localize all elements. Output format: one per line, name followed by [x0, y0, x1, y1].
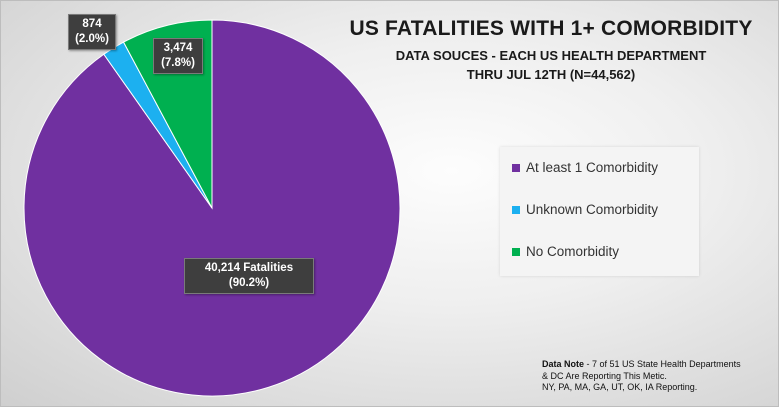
legend-swatch — [512, 205, 520, 214]
data-label-value: 40,214 Fatalities — [204, 262, 294, 274]
data-label-value: 3,474 — [163, 42, 193, 54]
chart-subtitle-line1: DATA SOUCES - EACH US HEALTH DEPARTMENT — [395, 48, 707, 63]
legend-item-no-comorbidity: No Comorbidity — [512, 244, 619, 259]
data-label-at-least-1-comorbidity: 40,214 Fatalities (90.2%) — [184, 258, 314, 294]
data-label-percent: (2.0%) — [75, 33, 109, 45]
data-note-label: Data Note — [542, 359, 585, 369]
legend-label: Unknown Comorbidity — [526, 202, 659, 217]
data-label-unknown-comorbidity: 874 (2.0%) — [68, 14, 116, 50]
legend-item-unknown-comorbidity: Unknown Comorbidity — [512, 202, 658, 217]
data-note: Data Note - 7 of 51 US State Health Depa… — [542, 359, 777, 394]
legend-item-at-least-1-comorbidity: At least 1 Comorbidity — [512, 160, 658, 175]
legend-swatch — [512, 247, 520, 256]
data-note-line1: - 7 of 51 US State Health Departments — [584, 359, 741, 369]
chart-legend: At least 1 Comorbidity Unknown Comorbidi… — [500, 147, 699, 276]
legend-label: No Comorbidity — [526, 244, 620, 259]
data-label-value: 874 — [82, 18, 102, 30]
data-label-no-comorbidity: 3,474 (7.8%) — [153, 38, 203, 74]
data-label-percent: (90.2%) — [228, 277, 270, 289]
data-note-line3: NY, PA, MA, GA, UT, OK, IA Reporting. — [542, 382, 698, 392]
data-note-line2: & DC Are Reporting This Metic. — [542, 370, 667, 381]
legend-label: At least 1 Comorbidity — [526, 160, 659, 175]
data-label-percent: (7.8%) — [161, 57, 195, 69]
legend-swatch — [512, 163, 520, 172]
chart-title: US FATALITIES WITH 1+ COMORBIDITY — [349, 17, 753, 40]
chart-subtitle-line2: THRU JUL 12TH (N=44,562) — [466, 67, 636, 82]
